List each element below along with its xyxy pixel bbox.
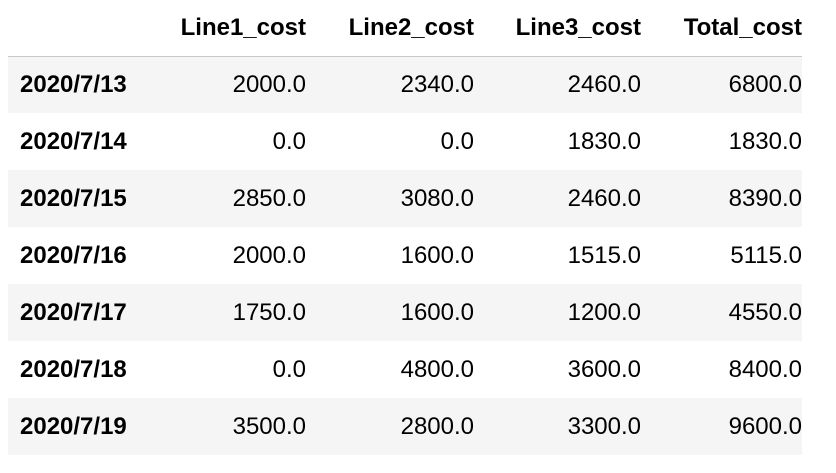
line3-cost-cell: 3600.0 [567,355,641,383]
table-header: Line1_cost Line2_cost Line3_cost Total_c… [8,1,802,57]
line1-cost-cell: 0.0 [272,355,306,383]
row-index: 2020/7/15 [20,184,127,212]
table-row: 2020/7/19 3500.0 2800.0 3300.0 9600.0 [8,398,802,455]
line1-cost-cell: 2850.0 [232,184,306,212]
line3-cost-cell: 2460.0 [567,70,641,98]
table-body: 2020/7/13 2000.0 2340.0 2460.0 6800.0 20… [8,56,802,455]
cost-table: Line1_cost Line2_cost Line3_cost Total_c… [8,1,802,455]
line3-cost-cell: 2460.0 [567,184,641,212]
row-index: 2020/7/19 [20,412,127,440]
column-header-line3-cost: Line3_cost [474,1,641,57]
table-row: 2020/7/15 2850.0 3080.0 2460.0 8390.0 [8,170,802,227]
line1-cost-cell: 3500.0 [232,412,306,440]
line3-cost-cell: 3300.0 [567,412,641,440]
row-index: 2020/7/17 [20,298,127,326]
line1-cost-cell: 0.0 [272,127,306,155]
line2-cost-cell: 3080.0 [400,184,474,212]
total-cost-cell: 6800.0 [728,70,802,98]
index-header [8,1,156,57]
row-index: 2020/7/13 [20,70,127,98]
line3-cost-cell: 1830.0 [567,127,641,155]
line3-cost-cell: 1200.0 [567,298,641,326]
line1-cost-cell: 1750.0 [232,298,306,326]
table-row: 2020/7/13 2000.0 2340.0 2460.0 6800.0 [8,56,802,113]
table-row: 2020/7/17 1750.0 1600.0 1200.0 4550.0 [8,284,802,341]
line3-cost-cell: 1515.0 [567,241,641,269]
header-row: Line1_cost Line2_cost Line3_cost Total_c… [8,1,802,57]
line2-cost-cell: 4800.0 [400,355,474,383]
table-row: 2020/7/18 0.0 4800.0 3600.0 8400.0 [8,341,802,398]
table-row: 2020/7/14 0.0 0.0 1830.0 1830.0 [8,113,802,170]
column-header-total-cost: Total_cost [641,1,802,57]
total-cost-cell: 1830.0 [728,127,802,155]
row-index: 2020/7/16 [20,241,127,269]
line2-cost-cell: 0.0 [440,127,474,155]
total-cost-cell: 9600.0 [728,412,802,440]
line2-cost-cell: 1600.0 [400,298,474,326]
line2-cost-cell: 2340.0 [400,70,474,98]
row-index: 2020/7/14 [20,127,127,155]
line1-cost-cell: 2000.0 [232,70,306,98]
row-index: 2020/7/18 [20,355,127,383]
line2-cost-cell: 1600.0 [400,241,474,269]
total-cost-cell: 4550.0 [728,298,802,326]
total-cost-cell: 8400.0 [728,355,802,383]
column-header-line2-cost: Line2_cost [306,1,474,57]
total-cost-cell: 8390.0 [728,184,802,212]
column-header-line1-cost: Line1_cost [156,1,306,57]
total-cost-cell: 5115.0 [730,241,802,269]
line2-cost-cell: 2800.0 [400,412,474,440]
table-row: 2020/7/16 2000.0 1600.0 1515.0 5115.0 [8,227,802,284]
line1-cost-cell: 2000.0 [232,241,306,269]
